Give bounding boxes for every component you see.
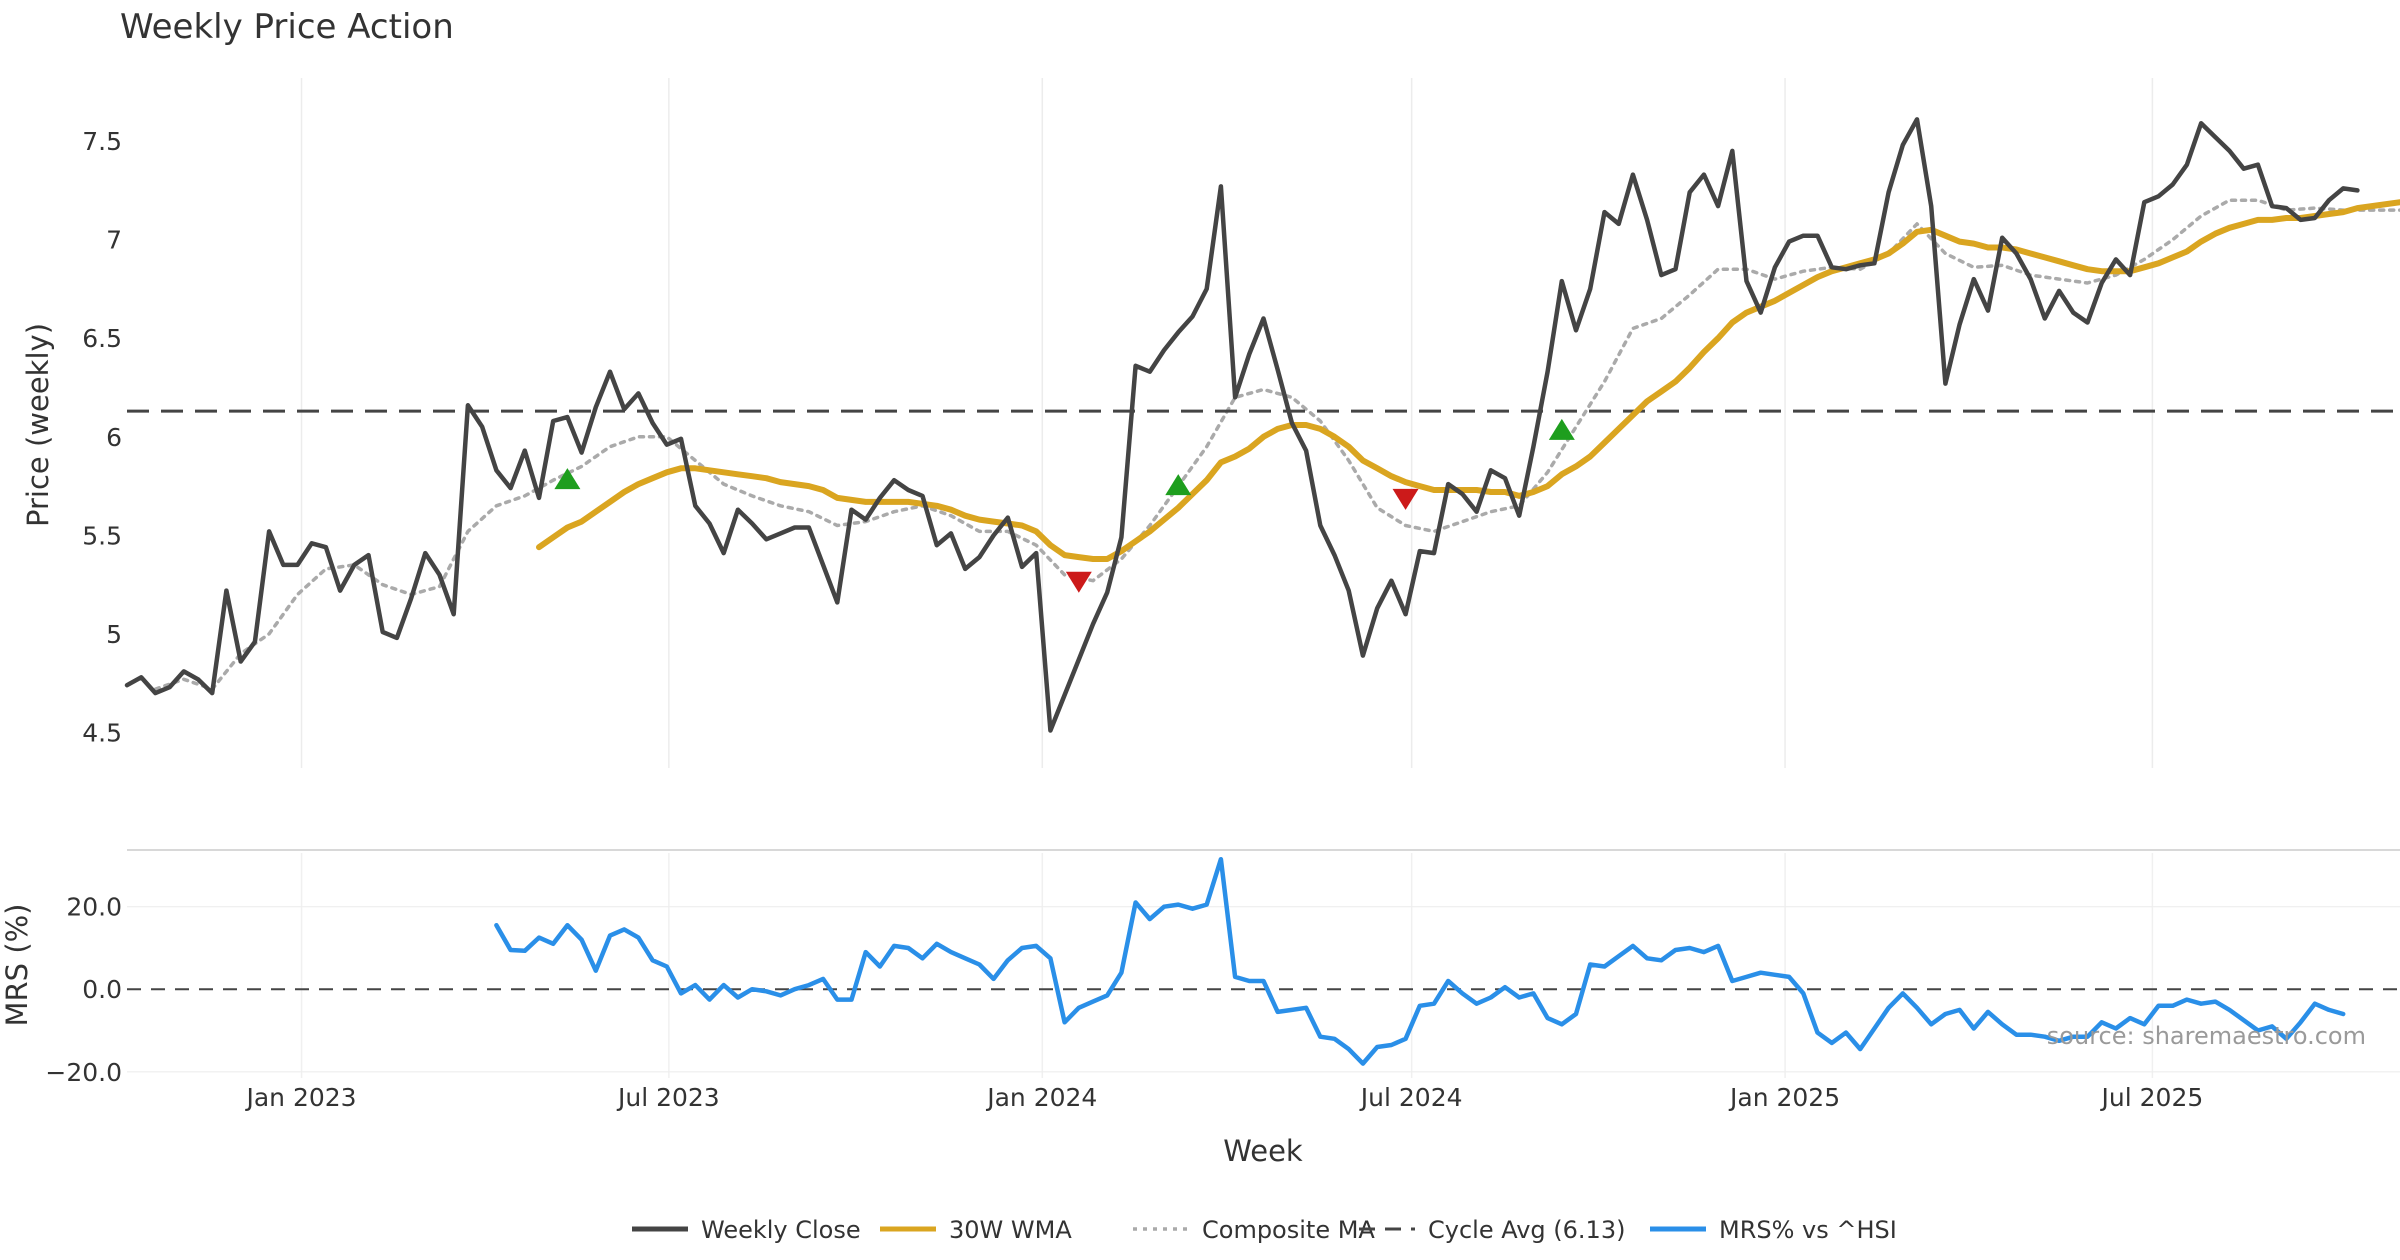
legend-label: Cycle Avg (6.13) — [1428, 1216, 1625, 1244]
price-y-tick-label: 7 — [106, 226, 122, 255]
price-y-tick-label: 5.5 — [82, 521, 122, 550]
mrs-series-group — [127, 856, 2400, 1066]
price-panel-grid — [300, 78, 2154, 768]
legend-item-cycle-avg-6-13: Cycle Avg (6.13) — [1359, 1216, 1625, 1244]
buy-signal-marker — [1165, 474, 1192, 496]
series-composite-ma — [153, 198, 2400, 691]
price-y-tick-label: 5 — [106, 620, 122, 649]
series-mrs-vs-hsi — [494, 856, 2346, 1066]
legend-label: Weekly Close — [701, 1216, 861, 1244]
x-tick-label: Jan 2024 — [985, 1083, 1097, 1112]
source-watermark: source: sharemaestro.com — [2047, 1022, 2366, 1050]
legend-label: MRS% vs ^HSI — [1719, 1216, 1897, 1244]
x-axis-label: Week — [1223, 1134, 1303, 1168]
mrs-y-tick-label: 20.0 — [66, 893, 122, 922]
x-tick-label: Jan 2025 — [1728, 1083, 1840, 1112]
signal-markers — [554, 418, 1575, 593]
buy-signal-marker — [1548, 418, 1575, 440]
chart-title: Weekly Price Action — [120, 7, 454, 47]
legend-item-30w-wma: 30W WMA — [880, 1216, 1072, 1244]
price-y-tick-label: 7.5 — [82, 127, 122, 156]
price-y-tick-label: 4.5 — [82, 719, 122, 748]
price-y-tick-label: 6.5 — [82, 324, 122, 353]
mrs-panel-grid — [127, 853, 2400, 1078]
legend-item-mrs-vs-hsi: MRS% vs ^HSI — [1650, 1216, 1897, 1244]
legend-label: 30W WMA — [949, 1216, 1072, 1244]
x-tick-label: Jul 2024 — [1359, 1083, 1463, 1112]
chart-legend: Weekly Close 30W WMA Composite MA Cycle Avg… — [632, 1216, 1897, 1244]
x-tick-label: Jul 2023 — [616, 1083, 720, 1112]
price-y-tick-label: 6 — [106, 423, 122, 452]
legend-label: Composite MA — [1202, 1216, 1375, 1244]
series-weekly-close — [124, 117, 2360, 733]
legend-item-weekly-close: Weekly Close — [632, 1216, 861, 1244]
x-tick-label: Jul 2025 — [2100, 1083, 2204, 1112]
sell-signal-marker — [1065, 571, 1092, 593]
legend-item-composite-ma: Composite MA — [1133, 1216, 1375, 1244]
mrs-y-tick-label: 0.0 — [82, 975, 122, 1004]
x-tick-label: Jan 2023 — [244, 1083, 356, 1112]
price-y-ticks: 4.5 5 5.5 6 6.5 7 7.5 — [82, 127, 122, 747]
price-y-axis-label: Price (weekly) — [21, 323, 55, 527]
x-axis-ticks: Jan 2023 Jul 2023 Jan 2024 Jul 2024 Jan 2025… — [244, 1083, 2203, 1112]
mrs-y-ticks: −20.0 0.0 20.0 — [45, 893, 122, 1087]
sell-signal-marker — [1392, 488, 1419, 510]
price-series-group — [124, 117, 2400, 733]
buy-signal-marker — [554, 468, 581, 490]
mrs-y-tick-label: −20.0 — [45, 1058, 122, 1087]
mrs-y-axis-label: MRS (%) — [0, 904, 34, 1027]
